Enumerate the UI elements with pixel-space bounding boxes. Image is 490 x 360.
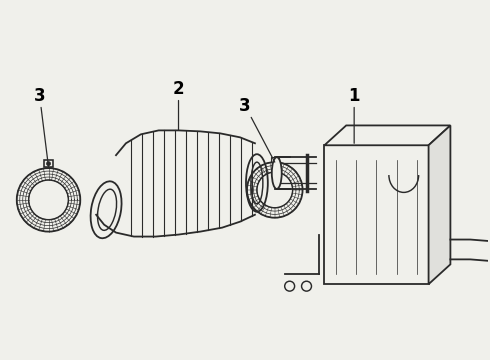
Bar <box>271 157 279 162</box>
Bar <box>44 160 53 167</box>
Ellipse shape <box>91 181 122 238</box>
Text: 3: 3 <box>239 96 275 162</box>
Polygon shape <box>324 125 450 145</box>
Text: 1: 1 <box>348 87 360 143</box>
Ellipse shape <box>246 154 268 212</box>
Text: 2: 2 <box>172 80 184 130</box>
Bar <box>324 145 429 284</box>
Polygon shape <box>429 125 450 284</box>
Circle shape <box>301 281 312 291</box>
Ellipse shape <box>272 157 282 189</box>
Circle shape <box>47 162 50 166</box>
Text: 3: 3 <box>34 87 49 167</box>
Ellipse shape <box>251 162 263 204</box>
Circle shape <box>285 281 294 291</box>
Ellipse shape <box>98 189 117 230</box>
